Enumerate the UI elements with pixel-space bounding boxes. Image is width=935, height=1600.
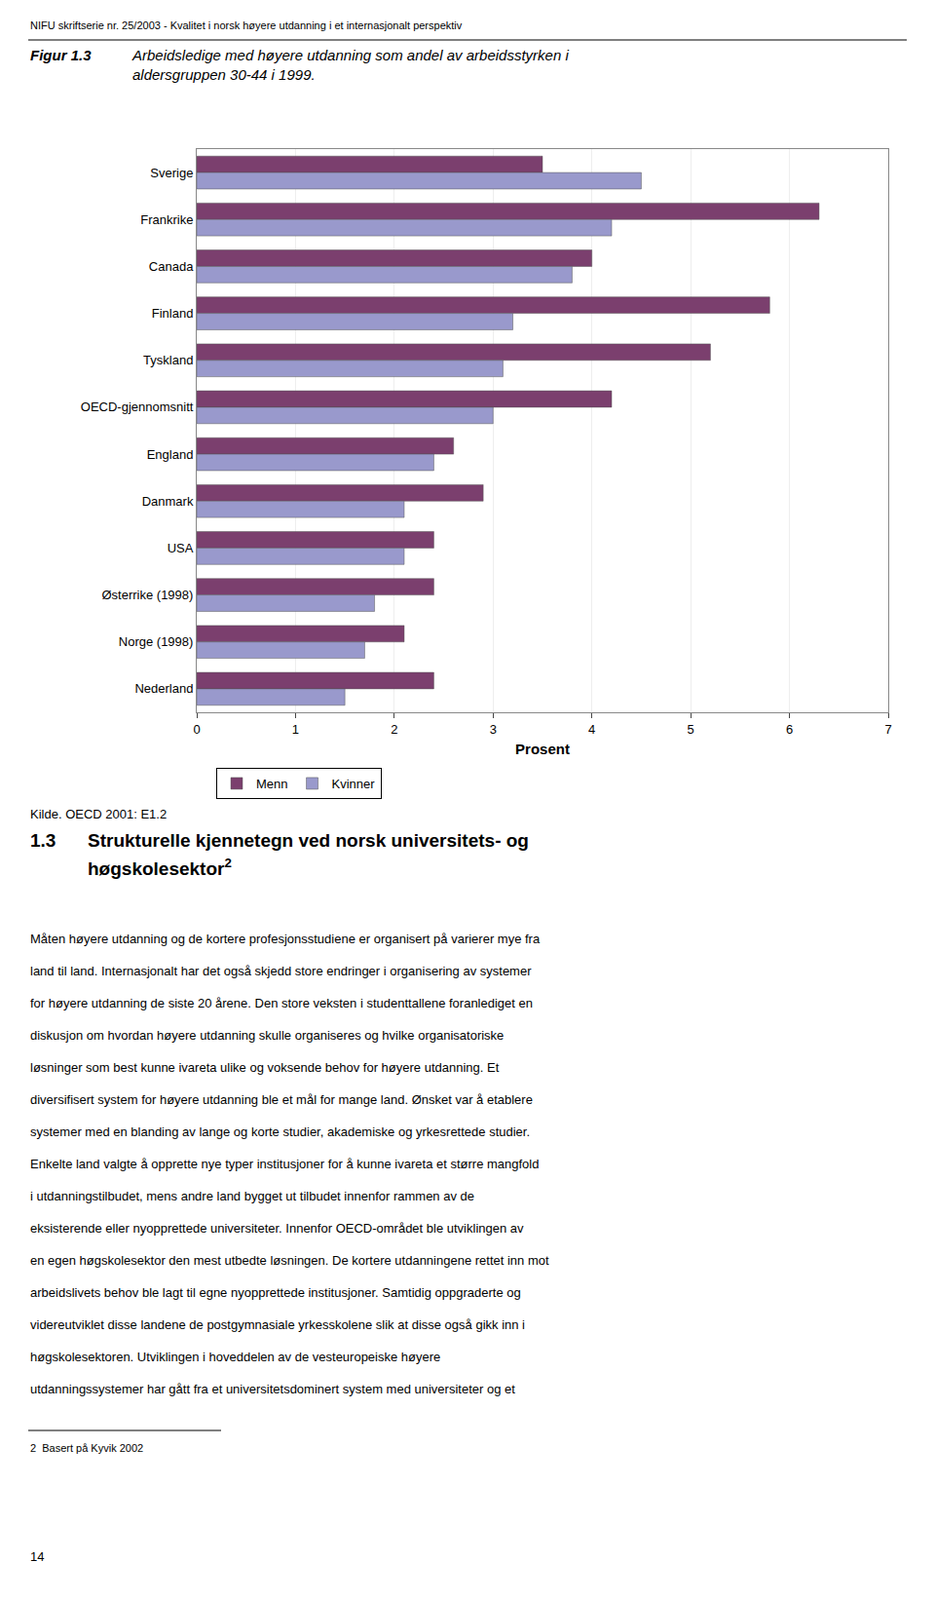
svg-text:14: 14 [30,1548,44,1564]
svg-text:6: 6 [785,721,793,737]
svg-text:videreutviklet disse landene d: videreutviklet disse landene de postgymn… [30,1316,525,1332]
svg-text:2: 2 [390,721,398,737]
svg-text:Arbeidsledige med høyere utdan: Arbeidsledige med høyere utdanning som a… [131,46,569,83]
svg-text:1: 1 [292,721,300,737]
svg-text:Finland: Finland [151,305,194,321]
svg-text:4: 4 [588,721,596,737]
svg-text:diskusjon om hvordan høyere ut: diskusjon om hvordan høyere utdanning sk… [30,1027,504,1043]
svg-text:arbeidslivets behov ble lagt t: arbeidslivets behov ble lagt til egne ny… [30,1284,522,1300]
svg-text:Menn: Menn [256,776,289,791]
svg-text:i utdanningstilbudet, mens and: i utdanningstilbudet, mens andre land by… [30,1188,475,1203]
svg-text:Danmark: Danmark [142,493,194,509]
svg-text:Måten høyere utdanning og de k: Måten høyere utdanning og de kortere pro… [30,931,541,946]
svg-text:2 Basert på Kyvik 2002: 2 Basert på Kyvik 2002 [30,1441,144,1454]
svg-text:3: 3 [489,721,497,737]
svg-text:systemer med en blanding av la: systemer med en blanding av lange og kor… [30,1123,530,1139]
svg-text:land til land. Internasjonalt: land til land. Internasjonalt har det og… [30,963,532,978]
svg-text:Figur 1.3: Figur 1.3 [30,46,92,64]
svg-text:5: 5 [687,721,695,737]
svg-text:løsninger som best kunne ivare: løsninger som best kunne ivareta ulike o… [30,1059,500,1075]
svg-text:Kvinner: Kvinner [332,776,376,791]
svg-text:en egen høgskolesektor den mes: en egen høgskolesektor den mest utbedte … [30,1252,550,1268]
svg-text:Frankrike: Frankrike [140,212,193,227]
svg-text:for høyere utdanning de siste: for høyere utdanning de siste 20 årene. … [30,995,533,1010]
svg-text:Norge (1998): Norge (1998) [118,634,194,649]
svg-text:England: England [147,447,194,462]
svg-text:USA: USA [167,540,194,556]
svg-text:0: 0 [192,721,200,737]
svg-text:utdanningssystemer har gått fr: utdanningssystemer har gått fra et unive… [30,1381,516,1396]
svg-text:Enkelte land valgte å opprette: Enkelte land valgte å opprette nye typer… [30,1156,539,1171]
svg-text:Strukturelle kjennetegn ved no: Strukturelle kjennetegn ved norsk univer… [87,829,529,851]
svg-text:Prosent: Prosent [515,740,570,757]
svg-text:høgskolesektoren. Utviklingen: høgskolesektoren. Utviklingen i hoveddel… [30,1348,441,1364]
svg-text:Sverige: Sverige [149,165,193,181]
svg-text:NIFU skriftserie nr. 25/2003 -: NIFU skriftserie nr. 25/2003 - Kvalitet … [30,19,463,32]
svg-text:eksisterende eller nyoppretted: eksisterende eller nyopprettede universi… [30,1220,524,1235]
svg-text:Kilde. OECD 2001: E1.2: Kilde. OECD 2001: E1.2 [30,806,167,822]
svg-text:høgskolesektor​2​: høgskolesektor​2​ [87,855,232,879]
svg-text:diversifisert system for høyer: diversifisert system for høyere utdannin… [30,1091,533,1107]
svg-text:Canada: Canada [149,259,194,274]
svg-text:7: 7 [884,721,892,737]
svg-text:OECD-gjennomsnitt: OECD-gjennomsnitt [80,399,194,414]
svg-text:Nederland: Nederland [134,680,193,696]
svg-text:1.3: 1.3 [30,829,56,851]
svg-text:Østerrike (1998): Østerrike (1998) [101,587,193,602]
svg-text:Tyskland: Tyskland [143,352,193,368]
